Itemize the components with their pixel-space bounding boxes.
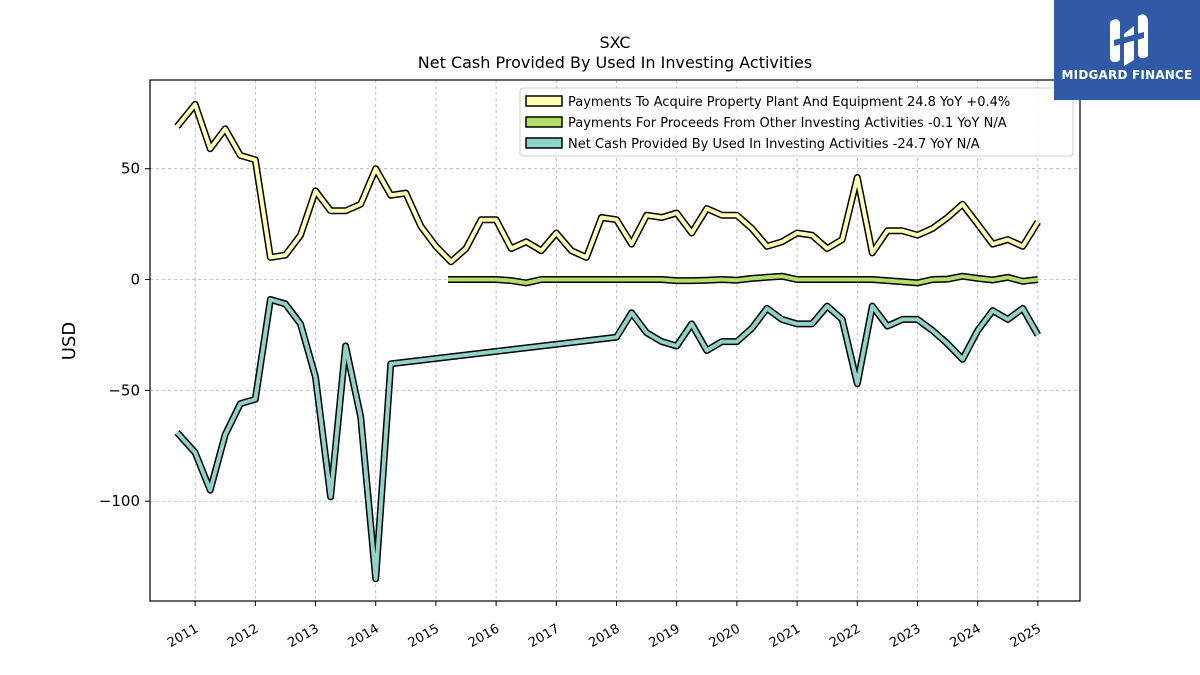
logo-text: MIDGARD FINANCE xyxy=(1061,68,1193,82)
x-tick-label: 2025 xyxy=(1008,621,1044,651)
legend-box xyxy=(519,87,1074,157)
x-tick-label: 2014 xyxy=(346,621,382,651)
legend-swatch-1 xyxy=(525,116,563,128)
plot-area-frame xyxy=(149,79,1081,602)
x-tick-label: 2011 xyxy=(165,621,201,651)
x-tick-label: 2022 xyxy=(827,621,863,651)
series-line-1 xyxy=(448,274,1039,285)
series-line-0 xyxy=(175,102,1040,264)
legend-label-1: Payments For Proceeds From Other Investi… xyxy=(568,116,1007,131)
series-layer xyxy=(174,100,1041,583)
x-tick-label: 2024 xyxy=(948,621,984,651)
y-axis-label: USD xyxy=(59,322,80,360)
y-tick-label: 50 xyxy=(121,160,140,178)
legend-swatch-2 xyxy=(525,137,563,149)
chart-title: SXC xyxy=(599,33,630,52)
y-tick-label: −100 xyxy=(99,492,140,510)
x-tick-label: 2016 xyxy=(466,621,502,651)
x-tick-label: 2020 xyxy=(707,621,743,651)
x-tick-label: 2019 xyxy=(647,621,683,651)
grid xyxy=(150,80,1080,601)
x-tick-label: 2018 xyxy=(586,621,622,651)
midgard-finance-logo: MIDGARD FINANCE xyxy=(1054,0,1200,100)
y-tick-label: −50 xyxy=(108,381,140,399)
series-line-2 xyxy=(175,297,1040,581)
legend-swatch-0 xyxy=(525,95,563,107)
y-tick-label: 0 xyxy=(130,271,140,289)
x-tick-label: 2013 xyxy=(285,621,321,651)
legend-label-2: Net Cash Provided By Used In Investing A… xyxy=(568,137,980,152)
legend-label-0: Payments To Acquire Property Plant And E… xyxy=(568,95,1010,110)
midgard-logo-icon xyxy=(1110,14,1148,66)
x-tick-label: 2015 xyxy=(406,621,442,651)
legend: Payments To Acquire Property Plant And E… xyxy=(519,87,1074,157)
chart-subtitle: Net Cash Provided By Used In Investing A… xyxy=(418,53,812,72)
x-tick-label: 2023 xyxy=(887,621,923,651)
x-tick-label: 2017 xyxy=(526,621,562,651)
x-tick-label: 2021 xyxy=(767,621,803,651)
x-tick-label: 2012 xyxy=(225,621,261,651)
